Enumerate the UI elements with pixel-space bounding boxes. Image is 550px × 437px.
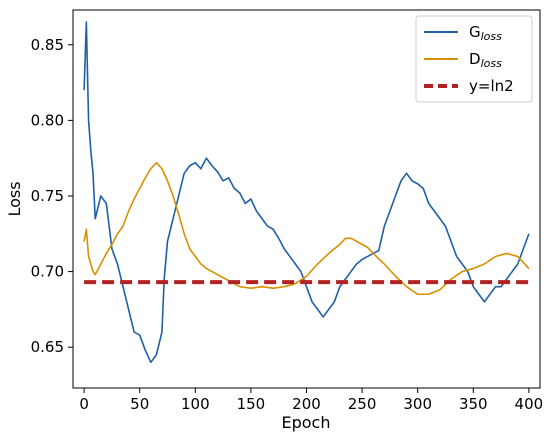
y-axis-label: Loss <box>5 181 24 216</box>
series-layer <box>83 21 530 364</box>
x-tick-label: 100 <box>181 395 210 413</box>
x-tick-label: 400 <box>515 395 544 413</box>
x-tick-label: 50 <box>130 395 149 413</box>
x-axis-ticks: 0 50 100 150 200 250 300 350 400 <box>79 388 543 413</box>
legend: Gloss Dloss y=ln2 <box>415 15 533 103</box>
x-tick-label: 0 <box>79 395 89 413</box>
series-line-g-loss <box>83 21 530 364</box>
y-tick-label: 0.85 <box>31 36 64 54</box>
legend-label-g-loss: Gloss <box>469 23 502 43</box>
legend-label-d-loss: Dloss <box>469 50 502 70</box>
legend-box <box>415 15 533 103</box>
y-tick-label: 0.80 <box>31 111 64 129</box>
x-tick-label: 250 <box>348 395 377 413</box>
x-tick-label: 300 <box>403 395 432 413</box>
x-axis-label: Epoch <box>282 413 331 432</box>
x-tick-label: 200 <box>292 395 321 413</box>
x-tick-label: 350 <box>459 395 488 413</box>
y-tick-label: 0.65 <box>31 338 64 356</box>
legend-label-ln2: y=ln2 <box>469 77 514 95</box>
y-tick-label: 0.70 <box>31 263 64 281</box>
y-tick-label: 0.75 <box>31 187 64 205</box>
x-tick-label: 150 <box>237 395 266 413</box>
y-axis-ticks: 0.65 0.70 0.75 0.80 0.85 <box>31 36 73 356</box>
